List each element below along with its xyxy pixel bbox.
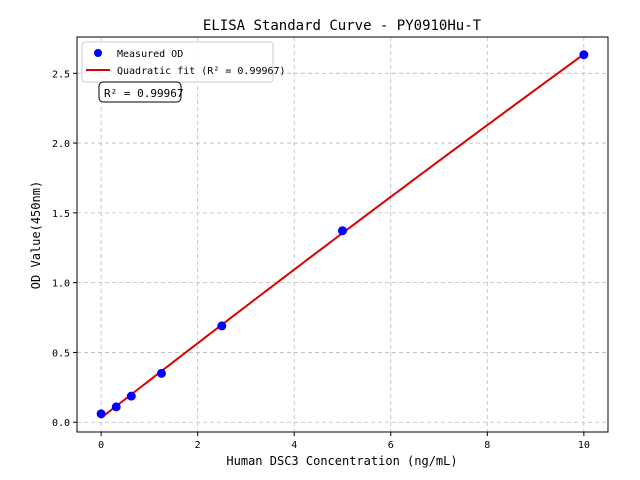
chart-title: ELISA Standard Curve - PY0910Hu-T [203, 18, 482, 34]
y-tick-label: 2.0 [52, 139, 70, 150]
x-axis-label: Human DSC3 Concentration (ng/mL) [226, 454, 457, 468]
legend-marker-measured [94, 49, 102, 57]
y-tick-label: 0.0 [52, 418, 70, 429]
x-tick-label: 6 [388, 440, 394, 451]
r2-box [98, 81, 182, 103]
y-tick-label: 2.5 [52, 69, 70, 80]
data-point [338, 226, 347, 236]
data-point [126, 391, 136, 401]
x-tick-label: 8 [484, 440, 490, 451]
x-tick-label: 10 [578, 440, 590, 451]
plot-frame [76, 36, 609, 433]
x-tick-label: 0 [98, 440, 104, 451]
fit-line [100, 53, 585, 419]
y-tick-label: 1.0 [52, 279, 70, 290]
data-point [111, 402, 121, 412]
grid [77, 37, 608, 432]
r2-annotation: R² = 0.99967 [98, 81, 183, 103]
data-point [217, 321, 227, 331]
data-point [579, 50, 589, 60]
legend: Measured OD Quadratic fit (R² = 0.99967) [81, 41, 286, 83]
data-point [96, 409, 106, 419]
data-point [156, 368, 166, 378]
x-tick-label: 2 [195, 440, 201, 451]
y-tick-label: 1.5 [52, 209, 70, 220]
data-points [96, 50, 589, 419]
axis-ticks: 0 2 4 6 8 10 0.0 0.5 1.0 1.5 2.0 2.5 [52, 69, 590, 451]
r2-text: R² = 0.99967 [104, 87, 183, 100]
legend-label-fit: Quadratic fit (R² = 0.99967) [117, 66, 286, 77]
y-tick-label: 0.5 [52, 348, 70, 359]
x-tick-label: 4 [291, 440, 297, 451]
y-axis-label: OD Value(450nm) [29, 181, 43, 289]
legend-label-measured: Measured OD [117, 49, 183, 60]
